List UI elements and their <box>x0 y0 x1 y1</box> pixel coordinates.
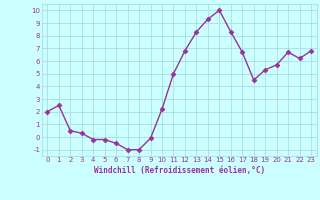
X-axis label: Windchill (Refroidissement éolien,°C): Windchill (Refroidissement éolien,°C) <box>94 166 265 175</box>
